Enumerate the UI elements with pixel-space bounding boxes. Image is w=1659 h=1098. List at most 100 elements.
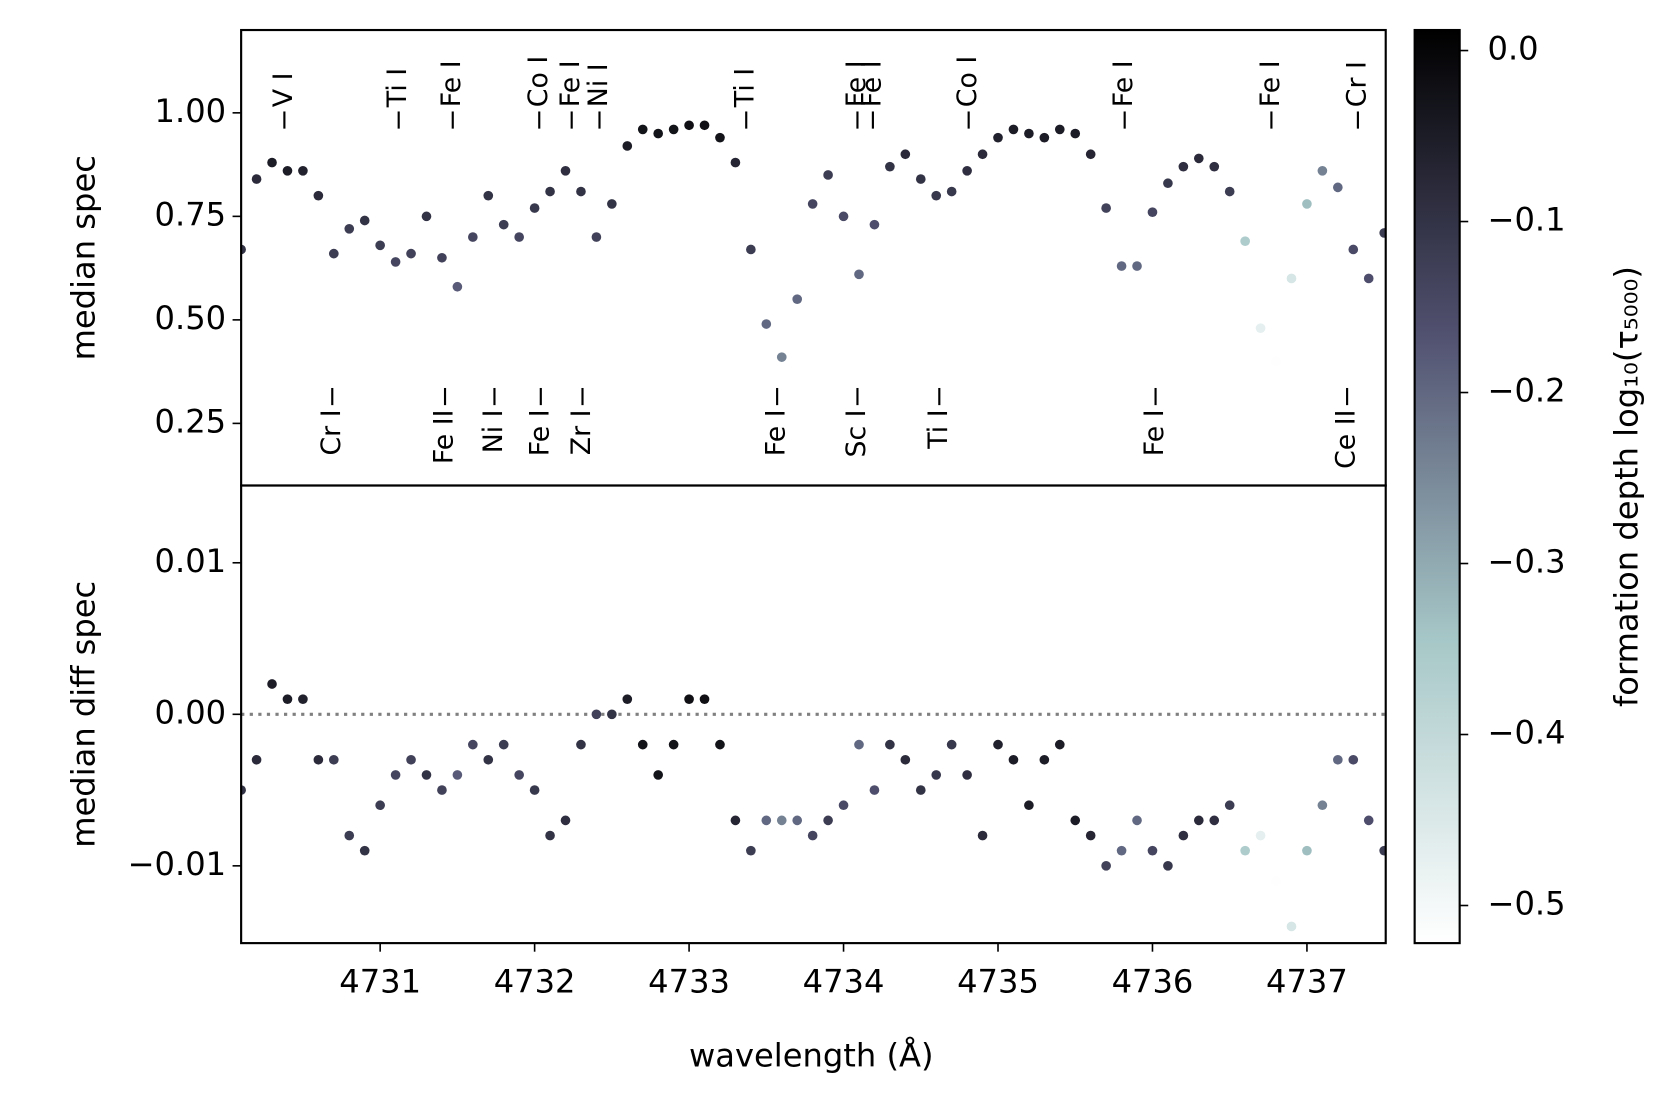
line-label: Fe I — [436, 60, 467, 107]
line-label: Sc I — [841, 409, 872, 457]
line-label: Zr I — [566, 409, 597, 455]
point — [344, 830, 355, 841]
y-tick-label: −0.01 — [128, 845, 227, 883]
point — [684, 120, 694, 131]
point — [390, 770, 401, 780]
point — [1209, 815, 1220, 826]
point — [684, 694, 694, 704]
x-tick-label: 4733 — [648, 962, 730, 1000]
point — [1163, 178, 1173, 189]
point — [406, 754, 416, 765]
point — [792, 815, 803, 826]
point — [251, 754, 262, 765]
point — [792, 294, 803, 304]
point — [1317, 165, 1328, 176]
point — [622, 694, 633, 704]
line-label: Ni I — [583, 63, 614, 107]
point — [529, 203, 540, 213]
point — [1147, 207, 1158, 218]
point — [1348, 244, 1359, 255]
point — [715, 132, 725, 143]
line-label: Ti I — [923, 409, 954, 449]
line-label: Co I — [952, 56, 983, 108]
point — [1132, 815, 1142, 826]
point — [241, 785, 246, 795]
point — [915, 785, 926, 795]
point — [1224, 186, 1235, 197]
point — [637, 739, 648, 750]
point — [699, 120, 710, 131]
point — [1147, 845, 1158, 856]
point — [529, 785, 540, 795]
point — [854, 739, 864, 750]
point — [915, 174, 926, 184]
point — [1178, 830, 1189, 841]
point — [1333, 182, 1343, 193]
point — [962, 165, 972, 176]
point — [1271, 876, 1281, 886]
line-label: Cr I — [316, 409, 347, 455]
point — [1302, 199, 1312, 209]
colorbar-tick-label: −0.5 — [1488, 885, 1566, 923]
colorbar-label: formation depth log₁₀(τ₅₀₀₀) — [1608, 266, 1646, 707]
point — [560, 165, 571, 176]
line-label: Fe I — [1139, 409, 1170, 456]
point — [514, 770, 524, 780]
point — [267, 157, 277, 168]
point — [514, 232, 524, 242]
point — [761, 815, 772, 826]
point — [730, 815, 741, 826]
point — [946, 186, 957, 197]
point — [746, 244, 756, 255]
point — [437, 785, 447, 795]
line-label: Ti I — [382, 68, 413, 108]
point — [1193, 153, 1204, 164]
point — [977, 830, 988, 841]
point — [885, 739, 895, 750]
point — [251, 174, 262, 184]
colorbar-tick-label: −0.2 — [1488, 372, 1566, 410]
point — [746, 845, 756, 856]
y-tick-label: 1.00 — [155, 92, 227, 130]
point — [1054, 124, 1065, 135]
point — [900, 149, 911, 160]
point — [607, 199, 617, 209]
point — [1163, 861, 1173, 871]
point — [715, 739, 725, 750]
point — [498, 739, 509, 750]
point — [483, 190, 494, 201]
point — [977, 149, 988, 160]
point — [468, 739, 478, 750]
point — [282, 165, 293, 176]
line-label: Fe II — [429, 409, 460, 464]
point — [421, 211, 432, 222]
point — [946, 739, 957, 750]
y-tick-label: 0.25 — [155, 402, 227, 440]
panel-frame — [240, 484, 1387, 945]
point — [776, 815, 787, 826]
point — [730, 157, 741, 168]
point — [298, 694, 308, 704]
point — [854, 269, 864, 280]
point — [313, 754, 324, 765]
point — [1240, 236, 1250, 247]
point — [1224, 800, 1235, 811]
point — [1024, 800, 1034, 811]
line-label: Co I — [523, 56, 554, 108]
point — [1379, 228, 1386, 238]
point — [359, 845, 370, 856]
point — [328, 248, 339, 259]
point — [637, 124, 648, 135]
point — [607, 709, 617, 720]
point — [468, 232, 478, 242]
point — [1379, 845, 1386, 856]
line-label: Fe I — [524, 409, 555, 456]
point — [1024, 128, 1034, 139]
points — [241, 679, 1386, 932]
point — [375, 800, 385, 811]
point — [406, 248, 416, 259]
line-label: Fe I — [1255, 60, 1286, 107]
point — [483, 754, 494, 765]
point — [545, 186, 555, 197]
point — [622, 141, 633, 151]
